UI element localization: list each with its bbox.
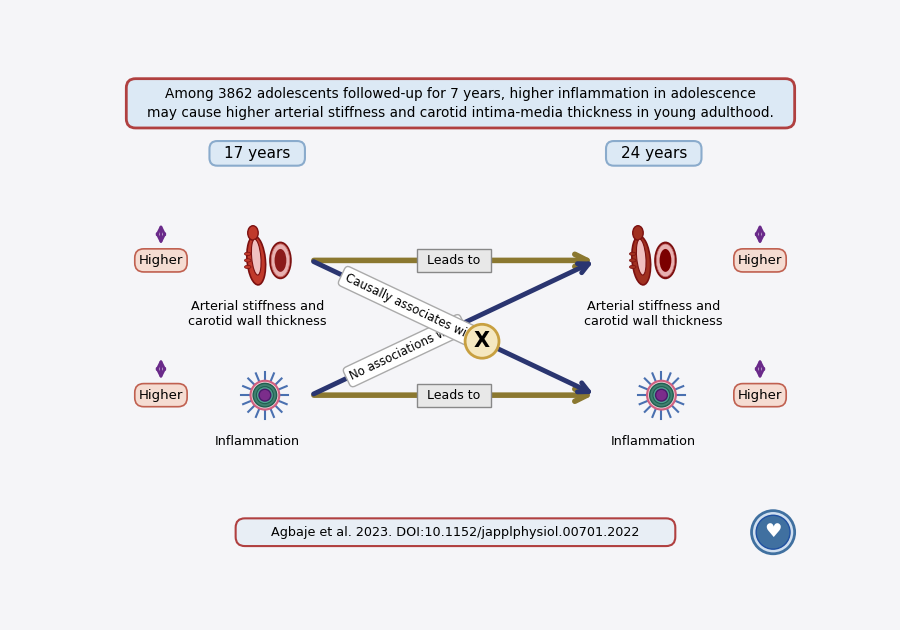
- Ellipse shape: [629, 265, 636, 268]
- Text: Leads to: Leads to: [427, 389, 481, 402]
- Circle shape: [259, 389, 271, 401]
- Circle shape: [650, 384, 673, 407]
- Circle shape: [465, 324, 499, 358]
- FancyBboxPatch shape: [135, 384, 187, 407]
- Text: Higher: Higher: [738, 254, 782, 267]
- FancyBboxPatch shape: [417, 384, 491, 407]
- Text: Inflammation: Inflammation: [214, 435, 300, 448]
- Text: Arterial stiffness and
carotid wall thickness: Arterial stiffness and carotid wall thic…: [584, 301, 723, 328]
- Circle shape: [256, 387, 274, 404]
- Ellipse shape: [660, 249, 671, 272]
- Text: Inflammation: Inflammation: [611, 435, 697, 448]
- FancyBboxPatch shape: [210, 141, 305, 166]
- Ellipse shape: [655, 243, 676, 278]
- Ellipse shape: [245, 265, 251, 268]
- Ellipse shape: [245, 259, 251, 262]
- Ellipse shape: [247, 236, 266, 285]
- Ellipse shape: [271, 244, 290, 277]
- Ellipse shape: [629, 252, 636, 256]
- Ellipse shape: [245, 252, 251, 256]
- Circle shape: [752, 511, 795, 554]
- Text: Higher: Higher: [139, 389, 183, 402]
- FancyBboxPatch shape: [236, 518, 675, 546]
- Text: Leads to: Leads to: [427, 254, 481, 267]
- Ellipse shape: [656, 244, 675, 277]
- FancyBboxPatch shape: [606, 141, 701, 166]
- FancyBboxPatch shape: [734, 384, 787, 407]
- Ellipse shape: [636, 239, 646, 275]
- FancyBboxPatch shape: [417, 249, 491, 272]
- Circle shape: [652, 387, 670, 404]
- Text: ♥: ♥: [764, 522, 782, 541]
- Text: X: X: [474, 331, 490, 352]
- Text: Higher: Higher: [738, 389, 782, 402]
- Ellipse shape: [270, 243, 291, 278]
- Ellipse shape: [251, 239, 261, 275]
- Circle shape: [250, 381, 279, 410]
- Text: Agbaje et al. 2023. DOI:10.1152/japplphysiol.00701.2022: Agbaje et al. 2023. DOI:10.1152/japplphy…: [271, 525, 639, 539]
- FancyBboxPatch shape: [135, 249, 187, 272]
- Ellipse shape: [632, 236, 651, 285]
- FancyBboxPatch shape: [126, 79, 795, 128]
- Circle shape: [253, 384, 276, 407]
- Text: Arterial stiffness and
carotid wall thickness: Arterial stiffness and carotid wall thic…: [188, 301, 327, 328]
- Ellipse shape: [248, 226, 258, 240]
- Text: Higher: Higher: [139, 254, 183, 267]
- Text: 17 years: 17 years: [224, 146, 291, 161]
- Text: Causally associates with: Causally associates with: [343, 271, 479, 345]
- Ellipse shape: [629, 259, 636, 262]
- Ellipse shape: [633, 226, 643, 240]
- Ellipse shape: [274, 249, 286, 272]
- Text: 24 years: 24 years: [621, 146, 687, 161]
- Circle shape: [655, 389, 667, 401]
- Text: Among 3862 adolescents followed-up for 7 years, higher inflammation in adolescen: Among 3862 adolescents followed-up for 7…: [147, 86, 774, 120]
- Circle shape: [647, 381, 676, 410]
- Text: No associations with: No associations with: [347, 319, 463, 382]
- Circle shape: [756, 515, 790, 549]
- FancyBboxPatch shape: [734, 249, 787, 272]
